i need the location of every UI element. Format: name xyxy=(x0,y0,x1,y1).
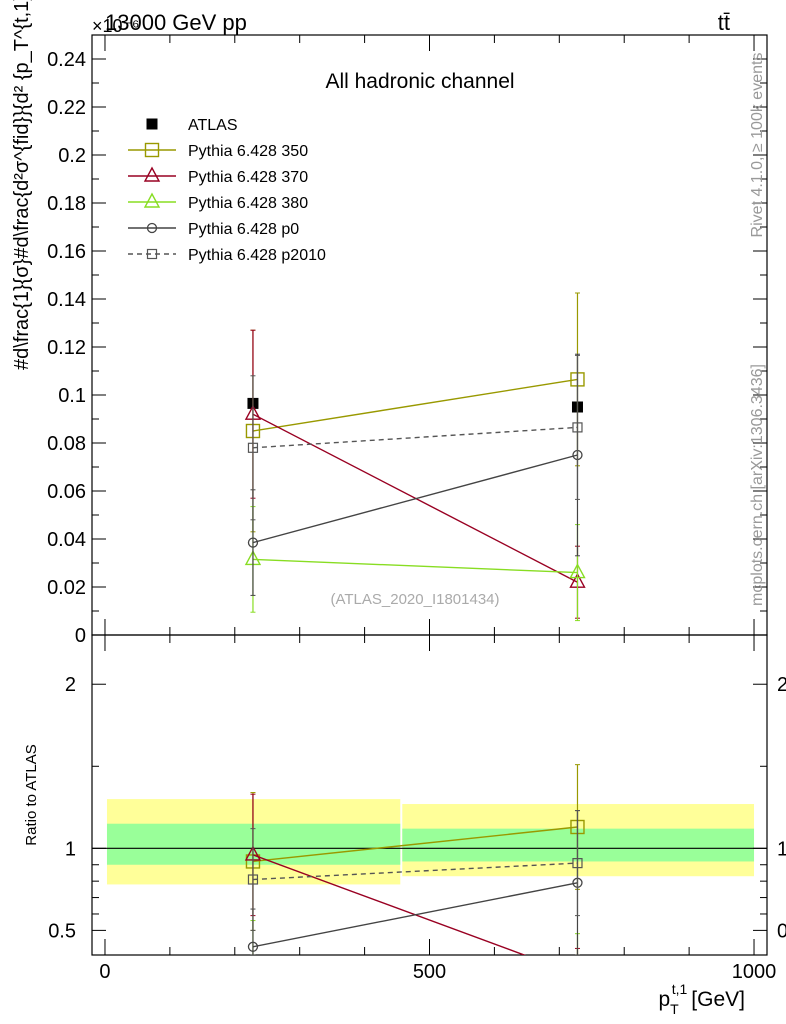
ratio-y-tick-label-right: 2 xyxy=(777,674,786,696)
ratio-y-axis-label: Ratio to ATLAS xyxy=(23,744,40,845)
channel-title: All hadronic channel xyxy=(325,70,514,93)
ratio-frame xyxy=(91,634,768,956)
x-tick-label: 1000 xyxy=(732,961,777,983)
legend-marker xyxy=(146,248,158,260)
y-tick-label: 0.24 xyxy=(47,49,86,71)
y-tick-label: 0.18 xyxy=(47,193,86,215)
rivet-label: Rivet 4.1.0, ≥ 100k events xyxy=(749,53,766,238)
data-point xyxy=(569,563,586,579)
ratio-series-group xyxy=(244,764,585,955)
y-tick-label: 0.22 xyxy=(47,97,86,119)
series-line xyxy=(252,454,578,544)
y-tick-label: 0.06 xyxy=(47,481,86,503)
legend-marker xyxy=(144,142,160,158)
series-line xyxy=(252,862,578,881)
main-panel: 0 0.02 0.04 0.06 0.08 0.1 0.12 0.14 0.16 0.18 0.2 0… xyxy=(47,34,768,647)
analysis-id: (ATLAS_2020_I1801434) xyxy=(330,591,499,608)
y-tick-label: 0.1 xyxy=(58,385,86,407)
data-point xyxy=(572,422,583,433)
main-ticks: 0 0.02 0.04 0.06 0.08 0.1 0.12 0.14 0.16 0.18 0.2 0… xyxy=(47,35,767,647)
series-line xyxy=(252,826,578,863)
y-tick-label: 0.14 xyxy=(47,289,86,311)
data-point xyxy=(247,941,259,952)
scale-label: ×10⁻⁶ xyxy=(92,16,139,36)
ratio-y-tick-label: 2 xyxy=(65,674,76,696)
legend-label: Pythia 6.428 370 xyxy=(188,169,308,186)
x-axis-label: pTt,1 [GeV] xyxy=(658,981,745,1017)
legend-marker xyxy=(143,166,161,182)
series-line xyxy=(252,426,578,449)
series-line xyxy=(252,882,578,948)
ratio-y-tick-label-right: 0.5 xyxy=(777,920,786,942)
data-point xyxy=(247,874,259,885)
series-line xyxy=(252,558,578,574)
energy-label: 13000 GeV pp xyxy=(105,10,247,35)
ratio-y-tick-label: 1 xyxy=(65,838,76,860)
y-tick-label: 0.04 xyxy=(47,529,86,551)
y-tick-label: 0.02 xyxy=(47,577,86,599)
y-tick-label: 0.12 xyxy=(47,337,86,359)
x-tick-label: 500 xyxy=(413,961,446,983)
y-tick-label: 0 xyxy=(75,625,86,647)
y-tick-label: 0.08 xyxy=(47,433,86,455)
data-point xyxy=(572,858,583,869)
data-point xyxy=(247,537,259,548)
y-tick-label: 0.2 xyxy=(58,145,86,167)
legend-label: Pythia 6.428 p0 xyxy=(188,221,299,238)
ratio-plot-area xyxy=(92,764,767,955)
data-point xyxy=(247,442,259,453)
process-label: tt̄ xyxy=(718,10,730,35)
ratio-ticks: 0 500 1000 0.5 0.5 1 1 2 2 xyxy=(48,635,786,983)
legend-label: Pythia 6.428 380 xyxy=(188,195,308,212)
main-y-axis-label: #d\frac{1}{σ}#d\frac{d²σ^{fid}}{d² {p_T^… xyxy=(11,0,33,370)
legend-label: Pythia 6.428 p2010 xyxy=(188,247,326,264)
legend-label: Pythia 6.428 350 xyxy=(188,143,308,160)
series-line xyxy=(252,378,578,432)
source-label: mcplots.cern.ch [arXiv:1306.3436] xyxy=(749,364,766,606)
y-tick-label: 0.16 xyxy=(47,241,86,263)
ratio-y-tick-label: 0.5 xyxy=(48,920,76,942)
ratio-panel: 0 500 1000 0.5 0.5 1 1 2 2 xyxy=(48,634,786,983)
ratio-y-tick-label-right: 1 xyxy=(777,838,786,860)
legend-marker xyxy=(146,222,158,234)
legend: ATLAS Pythia 6.428 350 Pythia 6.428 370 Pyt… xyxy=(128,117,326,264)
uncertainty-band-green xyxy=(106,823,401,865)
legend-marker xyxy=(146,118,158,130)
legend-marker xyxy=(143,192,161,208)
x-tick-label: 0 xyxy=(99,961,110,983)
main-plot-area xyxy=(244,292,586,622)
legend-label: ATLAS xyxy=(188,117,238,134)
